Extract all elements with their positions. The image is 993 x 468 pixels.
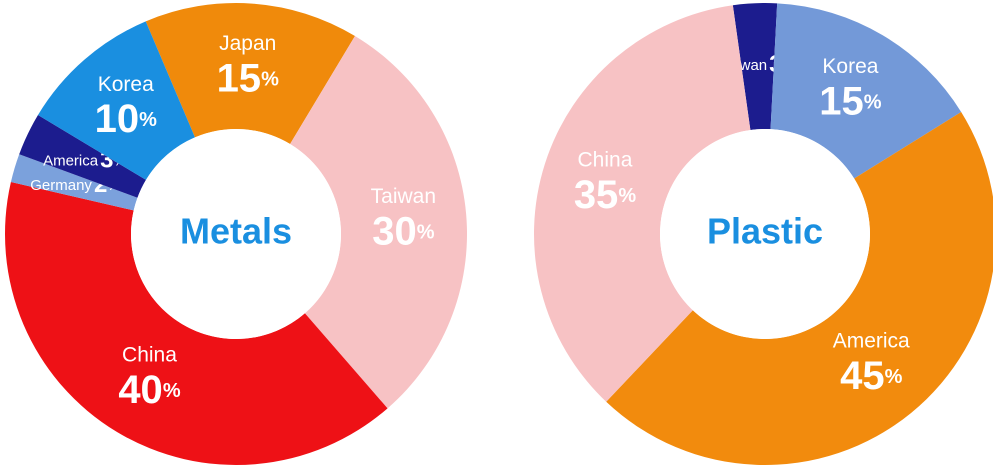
category-label: Korea — [98, 73, 154, 96]
donut-segment — [145, 3, 355, 144]
donut-segment — [290, 35, 467, 409]
donut-hole — [131, 129, 341, 339]
category-label: America — [43, 152, 99, 169]
category-label: China — [578, 148, 633, 171]
donut-segment — [4, 182, 388, 466]
value-label: 35% — [574, 172, 637, 216]
value-label: 40% — [118, 368, 181, 412]
category-label: America — [833, 330, 910, 353]
chart-title: Metals — [180, 211, 292, 252]
value-label: 30% — [372, 209, 435, 253]
donut-segment — [606, 112, 993, 465]
value-label: 10% — [95, 97, 157, 141]
donut-segment — [10, 154, 138, 211]
donut-segment — [37, 21, 195, 180]
chart-title: Plastic — [707, 211, 823, 252]
donut-segment — [19, 115, 146, 198]
category-label: Japan — [219, 32, 276, 55]
category-label: Germany — [30, 177, 92, 194]
value-label: 15% — [819, 79, 882, 123]
value-label: 45% — [840, 354, 903, 398]
category-label: Korea — [822, 55, 878, 78]
category-label: China — [122, 344, 177, 367]
category-label: Taiwan — [371, 185, 436, 208]
donut-hole — [660, 129, 870, 339]
donut-segment — [732, 2, 778, 131]
value-label: 15% — [217, 56, 280, 100]
donut-segment — [534, 5, 751, 402]
donut-segment — [770, 3, 962, 179]
